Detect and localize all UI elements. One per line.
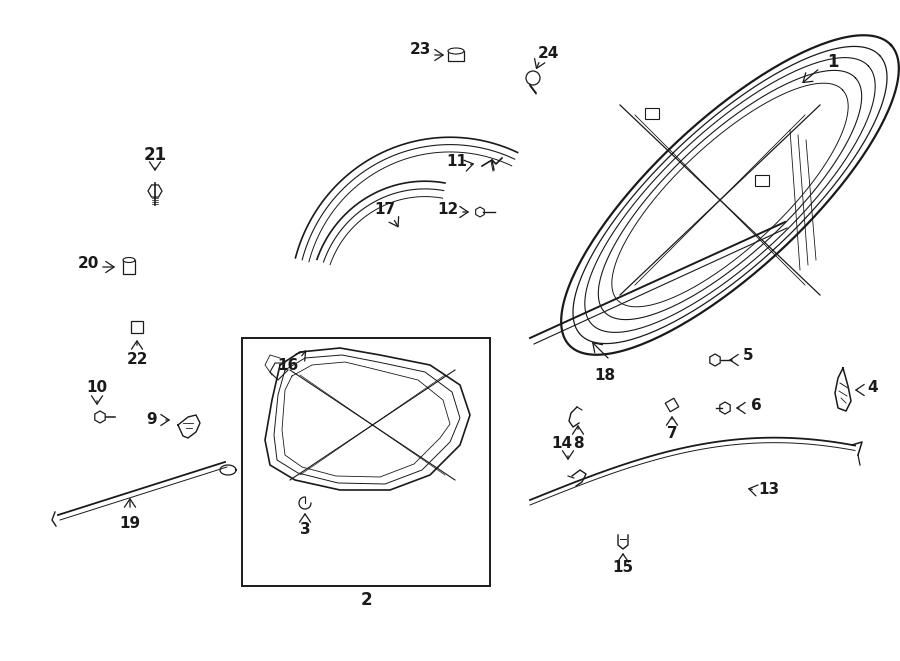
Bar	[645, 108, 659, 119]
Text: 1: 1	[827, 53, 839, 71]
Text: 24: 24	[537, 46, 559, 61]
Text: 10: 10	[86, 381, 108, 395]
Text: 11: 11	[446, 155, 467, 169]
Text: 14: 14	[552, 436, 572, 451]
Ellipse shape	[123, 258, 135, 262]
Text: 15: 15	[612, 561, 634, 576]
Text: 9: 9	[147, 412, 158, 428]
Text: 19: 19	[120, 516, 140, 531]
Circle shape	[526, 71, 540, 85]
Text: 22: 22	[126, 352, 148, 368]
Text: 18: 18	[594, 368, 616, 383]
Text: 2: 2	[360, 591, 372, 609]
Bar	[242, 338, 490, 586]
Bar	[755, 175, 769, 186]
Text: 4: 4	[868, 381, 878, 395]
Text: 6: 6	[751, 397, 761, 412]
Text: 17: 17	[374, 202, 396, 217]
Bar	[123, 260, 135, 274]
Text: 23: 23	[410, 42, 431, 58]
Bar	[448, 51, 464, 61]
Text: 7: 7	[667, 426, 678, 440]
Text: 13: 13	[759, 483, 779, 498]
Text: 12: 12	[437, 202, 459, 217]
Text: 21: 21	[143, 146, 166, 164]
Ellipse shape	[448, 48, 464, 54]
Text: 20: 20	[77, 256, 99, 272]
Text: 5: 5	[742, 348, 753, 364]
Text: 16: 16	[277, 358, 299, 373]
Text: 3: 3	[300, 522, 310, 537]
Text: 8: 8	[572, 436, 583, 451]
